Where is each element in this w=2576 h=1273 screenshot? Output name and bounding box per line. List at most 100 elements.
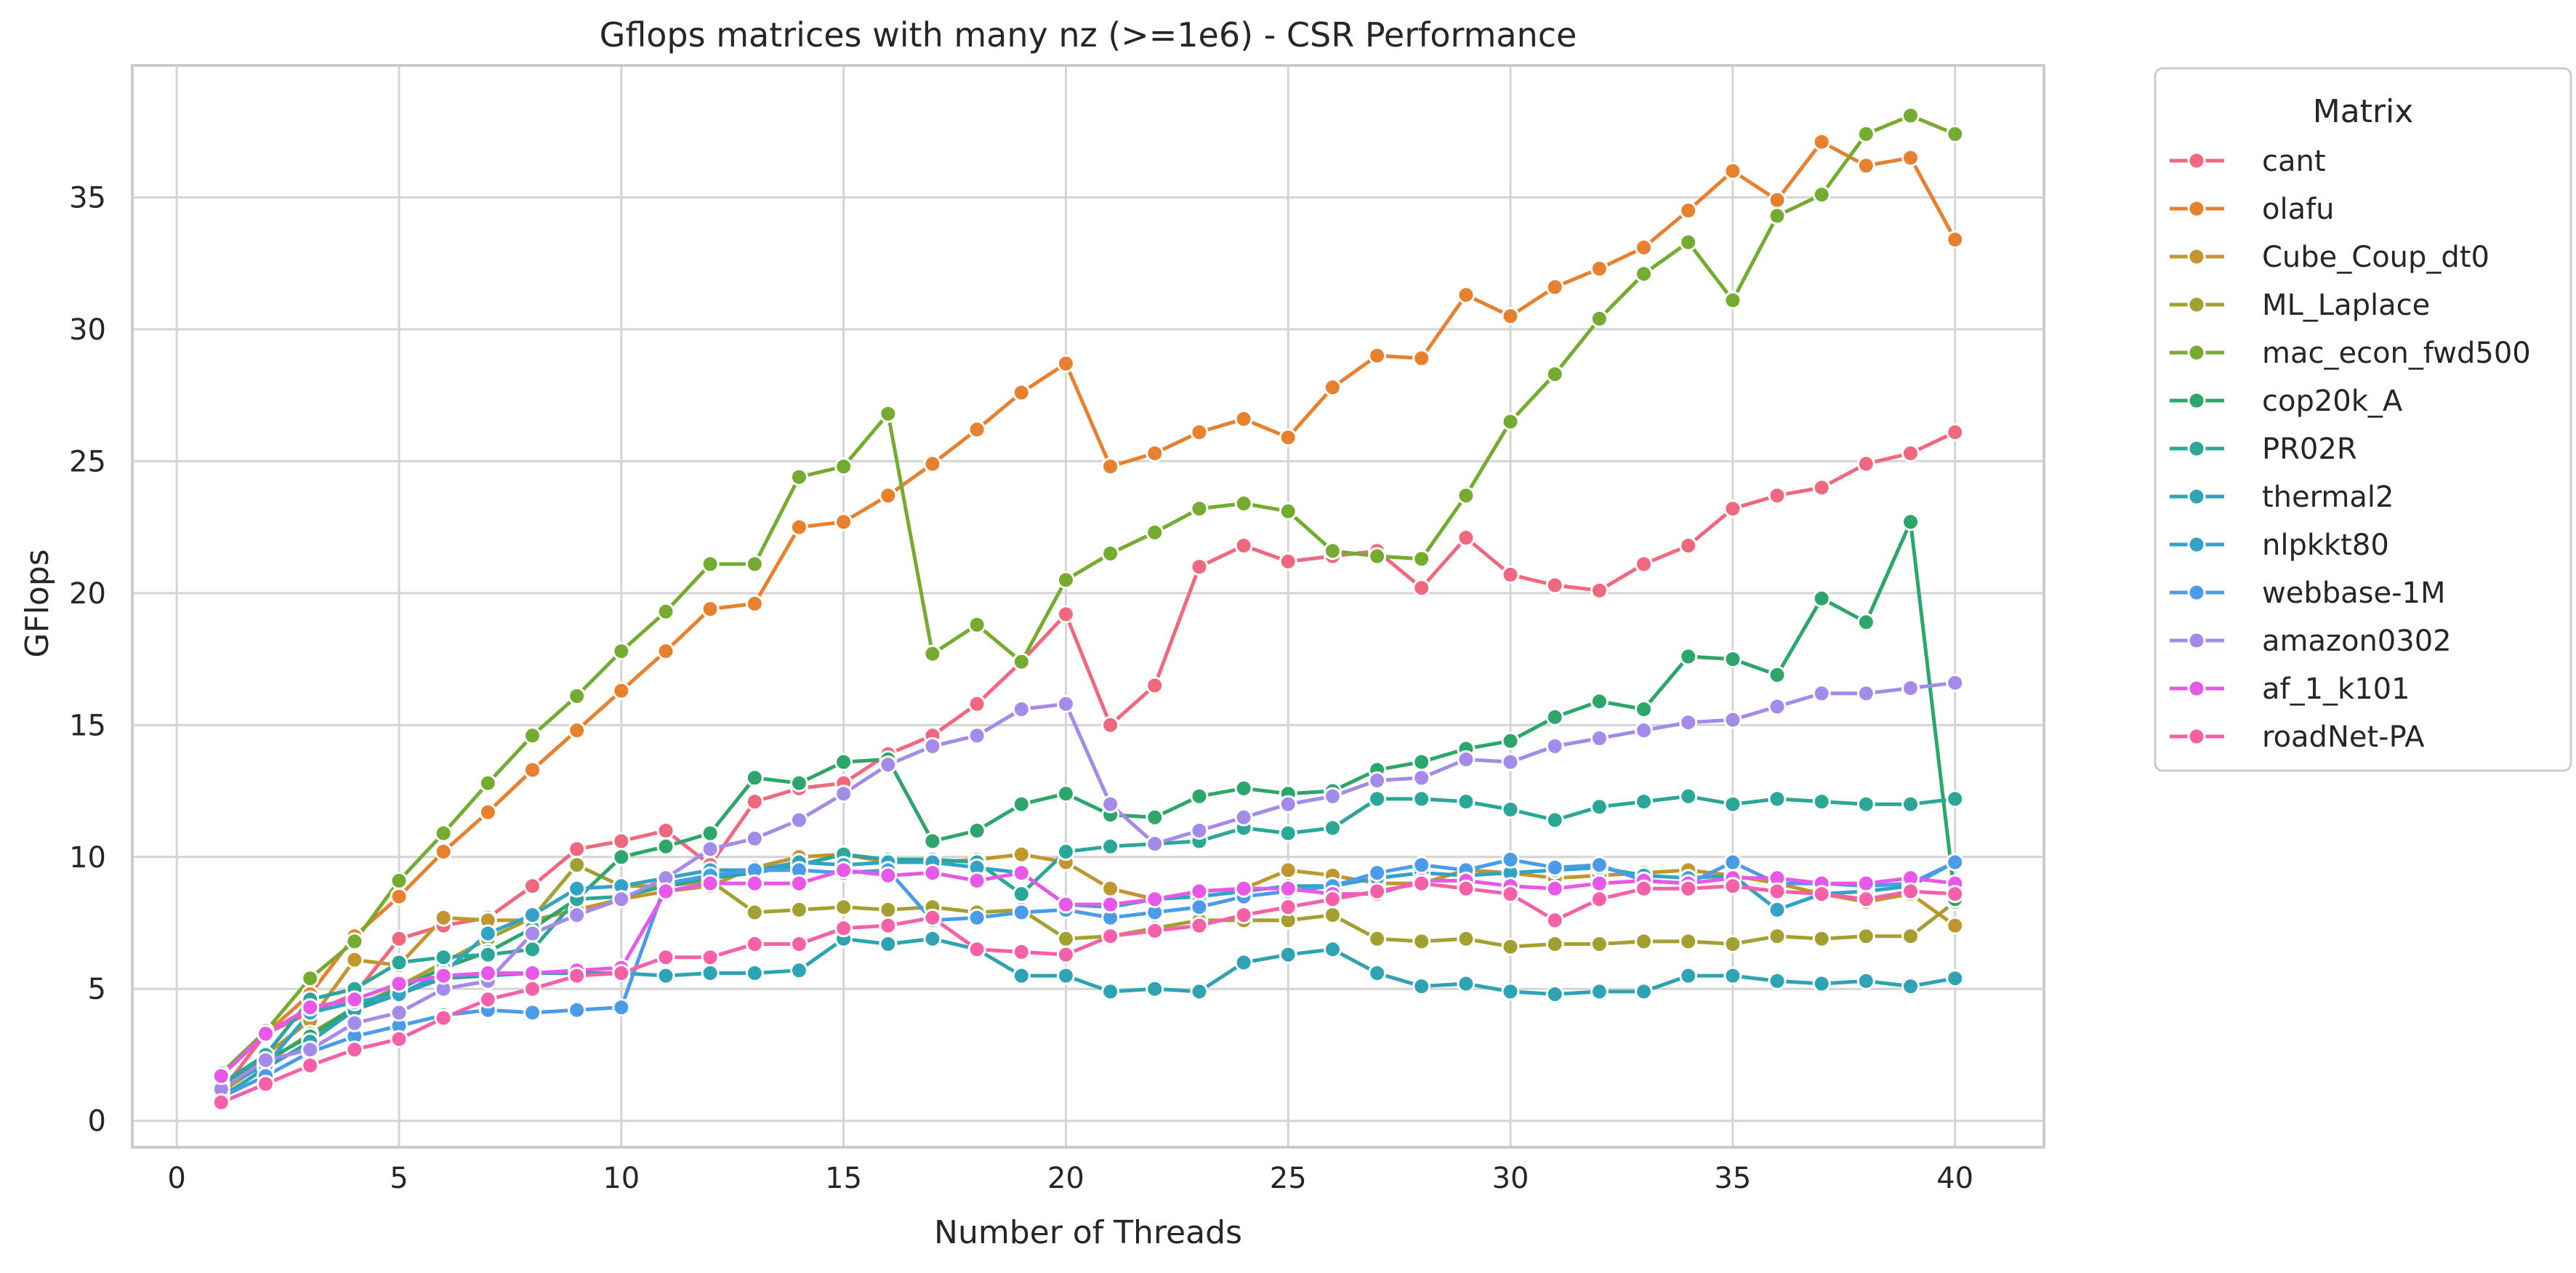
data-point <box>1234 537 1253 555</box>
x-axis-ticks: 0 5 10 15 20 25 30 35 40 <box>167 1162 1973 1195</box>
data-point <box>1056 571 1075 590</box>
data-point <box>1679 713 1698 732</box>
data-point <box>434 948 453 967</box>
data-point <box>1056 966 1075 985</box>
data-point <box>434 966 453 985</box>
y-tick-label: 15 <box>69 709 106 742</box>
series-line-af_1_k101 <box>219 868 1957 1078</box>
legend-label: Cube_Coup_dt0 <box>2262 241 2490 274</box>
data-point <box>923 736 942 755</box>
data-point <box>212 1067 230 1085</box>
data-point <box>1768 206 1787 225</box>
data-point <box>523 726 542 745</box>
data-point <box>1723 795 1742 814</box>
data-point <box>523 979 542 998</box>
data-point <box>1056 694 1075 713</box>
data-point <box>1457 529 1476 547</box>
data-point <box>1590 890 1609 909</box>
x-tick-label: 0 <box>167 1162 185 1195</box>
data-point <box>478 924 497 943</box>
data-point <box>1545 278 1564 297</box>
data-point <box>1234 779 1253 798</box>
data-point <box>656 642 675 661</box>
data-point <box>1856 874 1875 893</box>
data-point <box>745 903 764 922</box>
data-point <box>1056 843 1075 861</box>
data-point <box>612 832 631 851</box>
data-point <box>967 694 986 713</box>
data-point <box>1901 679 1920 697</box>
data-point <box>879 486 898 505</box>
data-point <box>1190 787 1209 806</box>
data-point <box>1946 124 1965 143</box>
data-point <box>923 644 942 663</box>
data-point <box>879 866 898 885</box>
data-point <box>1545 811 1564 830</box>
data-point <box>879 900 898 919</box>
data-point <box>1635 879 1653 898</box>
data-point <box>1901 106 1920 125</box>
data-point <box>390 1029 408 1048</box>
legend: Matrix cant olafu Cube_Coup_dt0 ML_Laplacem… <box>2154 67 2572 772</box>
y-tick-label: 0 <box>88 1105 106 1139</box>
data-point <box>1856 971 1875 990</box>
series-line-mac_econ_fwd500 <box>219 113 1957 1075</box>
data-point <box>701 600 720 619</box>
data-point <box>1856 684 1875 703</box>
data-point <box>1012 652 1031 671</box>
data-point <box>1101 927 1120 946</box>
data-point <box>1545 911 1564 930</box>
data-point <box>745 874 764 893</box>
data-point <box>1901 795 1920 814</box>
data-point <box>1946 853 1965 872</box>
data-point <box>1723 966 1742 985</box>
data-point <box>701 555 720 574</box>
data-point <box>1590 935 1609 953</box>
series-line-cop20k_A <box>219 520 1957 1088</box>
data-point <box>1234 808 1253 827</box>
data-point <box>1190 882 1209 901</box>
y-tick-label: 35 <box>69 181 106 214</box>
data-point <box>967 420 986 439</box>
data-point <box>1190 423 1209 441</box>
data-point <box>1012 795 1031 814</box>
plot-border <box>131 64 2045 1149</box>
data-point <box>612 681 631 700</box>
data-point <box>1457 486 1476 505</box>
data-point <box>1101 544 1120 563</box>
data-point <box>1679 647 1698 666</box>
data-point <box>1146 523 1164 542</box>
data-point <box>1012 700 1031 718</box>
data-point <box>1812 885 1831 904</box>
data-point <box>1056 929 1075 948</box>
data-point <box>1635 700 1653 718</box>
data-point <box>390 1003 408 1022</box>
data-point <box>257 1024 275 1043</box>
data-point <box>1679 787 1698 806</box>
data-point <box>1723 161 1742 180</box>
data-point <box>789 935 808 953</box>
legend-marker-olafu <box>2187 199 2206 218</box>
data-point <box>656 602 675 621</box>
data-point <box>834 919 853 938</box>
data-point <box>1190 499 1209 518</box>
data-point <box>390 953 408 972</box>
data-point <box>656 837 675 856</box>
data-point <box>701 948 720 967</box>
data-point <box>1545 576 1564 595</box>
data-point <box>1368 864 1387 883</box>
data-point <box>523 877 542 896</box>
data-point <box>745 964 764 982</box>
data-point <box>967 726 986 745</box>
data-point <box>1768 790 1787 808</box>
y-axis-ticks: 0 5 10 15 20 25 30 35 <box>69 181 106 1138</box>
x-tick-label: 20 <box>1047 1162 1084 1195</box>
data-point <box>1012 383 1031 402</box>
data-point <box>1056 895 1075 914</box>
data-point <box>1101 895 1120 914</box>
data-point <box>1501 937 1520 956</box>
data-point <box>257 1051 275 1069</box>
data-point <box>1812 589 1831 608</box>
data-point <box>1412 856 1431 875</box>
y-tick-label: 5 <box>88 973 106 1006</box>
